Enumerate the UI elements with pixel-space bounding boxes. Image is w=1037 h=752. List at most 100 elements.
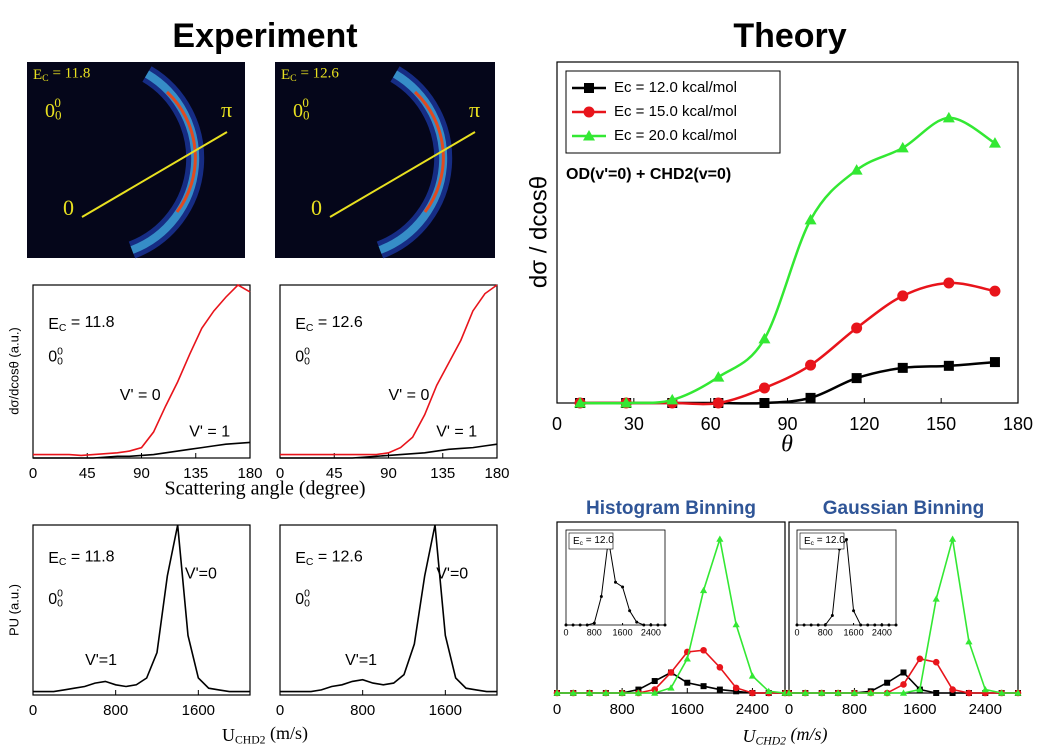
- marker: [628, 609, 631, 612]
- marker: [684, 680, 690, 686]
- state-label: 000: [295, 346, 310, 367]
- peak-label: V'=0: [185, 566, 217, 583]
- x-tick-label: 2400: [969, 701, 1002, 718]
- state-label-part: 0: [48, 591, 57, 608]
- marker: [859, 624, 862, 627]
- marker: [917, 656, 924, 663]
- x-tick-label: 0: [276, 702, 284, 719]
- x-axis-label: UCHD2 (m/s): [222, 723, 308, 746]
- marker: [586, 624, 589, 627]
- vmi-image: [27, 62, 245, 258]
- series-label: V' = 0: [120, 387, 161, 404]
- x-tick-label: 1600: [429, 702, 462, 719]
- x-tick-label: 1600: [844, 627, 864, 637]
- peak-label: V'=1: [85, 652, 117, 669]
- image-pi: π: [221, 97, 232, 122]
- state-label-part: 0: [57, 356, 63, 367]
- image-state-part: 0: [54, 95, 61, 110]
- marker: [749, 690, 756, 697]
- energy-label-part: E: [295, 316, 306, 333]
- energy-label: EC = 12.6: [295, 314, 363, 333]
- marker: [652, 678, 658, 684]
- x-tick-label: 30: [624, 414, 644, 434]
- x-tick-label: 2400: [641, 627, 661, 637]
- marker: [944, 361, 954, 371]
- figure: Experiment Theory EC = 11.8000π0EC = 12.…: [0, 0, 1037, 752]
- x-axis-label-part: (m/s): [786, 724, 828, 745]
- state-label-part: 0: [295, 591, 304, 608]
- image-energy-part: E: [33, 67, 42, 83]
- image-energy-part: E: [281, 67, 290, 83]
- x-axis-label-part: CHD2: [755, 734, 786, 747]
- marker: [700, 647, 707, 654]
- energy-label-part: = 12.6: [313, 314, 362, 331]
- marker: [898, 363, 908, 373]
- x-tick-label: 120: [849, 414, 879, 434]
- x-tick-label: 800: [587, 627, 602, 637]
- image-state: 000: [45, 95, 62, 122]
- x-tick-label: 60: [701, 414, 721, 434]
- x-tick-label: 45: [79, 465, 96, 482]
- x-axis-label: UCHD2 (m/s): [742, 724, 827, 747]
- x-tick-label: 150: [926, 414, 956, 434]
- y-axis-label: PU (a.u.): [6, 584, 21, 636]
- inset-label-part: = 12.0: [583, 535, 614, 546]
- marker: [656, 624, 659, 627]
- legend-label: Ec = 12.0 kcal/mol: [614, 79, 737, 96]
- y-axis-label: dσ/dcosθ (a.u.): [6, 327, 21, 415]
- x-tick-label: 45: [326, 465, 343, 482]
- x-tick-label: 0: [276, 465, 284, 482]
- panel-title: Gaussian Binning: [823, 498, 985, 519]
- marker: [966, 690, 973, 697]
- x-tick-label: 90: [133, 465, 150, 482]
- state-label-part: 0: [57, 346, 63, 357]
- x-tick-label: 2400: [736, 701, 769, 718]
- x-tick-label: 0: [563, 627, 568, 637]
- marker: [803, 624, 806, 627]
- state-label-part: 0: [304, 346, 310, 357]
- energy-label-part: = 11.8: [66, 314, 114, 331]
- marker: [852, 609, 855, 612]
- marker: [895, 624, 898, 627]
- series-label: V' = 1: [189, 423, 230, 440]
- marker: [733, 685, 740, 692]
- x-tick-label: 0: [29, 702, 37, 719]
- vmi-image: [275, 62, 495, 258]
- state-label-part: 0: [57, 588, 63, 599]
- energy-label-part: E: [48, 316, 59, 333]
- energy-label-part: E: [48, 550, 59, 567]
- marker: [713, 398, 724, 409]
- marker: [989, 286, 1000, 297]
- x-tick-label: 180: [1003, 414, 1033, 434]
- marker: [649, 624, 652, 627]
- image-pi: π: [469, 97, 480, 122]
- x-tick-label: 0: [29, 465, 37, 482]
- marker: [664, 624, 667, 627]
- marker: [701, 683, 707, 689]
- marker: [943, 277, 954, 288]
- marker: [565, 624, 568, 627]
- x-tick-label: 1600: [613, 627, 633, 637]
- image-energy-part: = 11.8: [49, 66, 91, 82]
- marker: [990, 357, 1000, 367]
- marker: [949, 686, 956, 693]
- marker: [831, 614, 834, 617]
- state-label-part: 0: [48, 349, 57, 366]
- x-axis-label: θ: [781, 432, 793, 458]
- energy-label-part: = 12.6: [313, 549, 362, 566]
- marker: [759, 382, 770, 393]
- marker: [897, 290, 908, 301]
- legend-label: Ec = 20.0 kcal/mol: [614, 127, 737, 144]
- energy-label-part: = 11.8: [66, 549, 114, 566]
- peak-label: V'=0: [436, 566, 468, 583]
- energy-label-part: E: [295, 550, 306, 567]
- state-label-part: 0: [295, 349, 304, 366]
- marker: [933, 690, 939, 696]
- marker: [717, 687, 723, 693]
- marker: [668, 669, 675, 676]
- inset-label-part: = 12.0: [814, 535, 845, 546]
- energy-label: EC = 12.6: [295, 549, 363, 568]
- marker: [824, 624, 827, 627]
- marker: [635, 621, 638, 624]
- image-state-part: 0: [302, 95, 309, 110]
